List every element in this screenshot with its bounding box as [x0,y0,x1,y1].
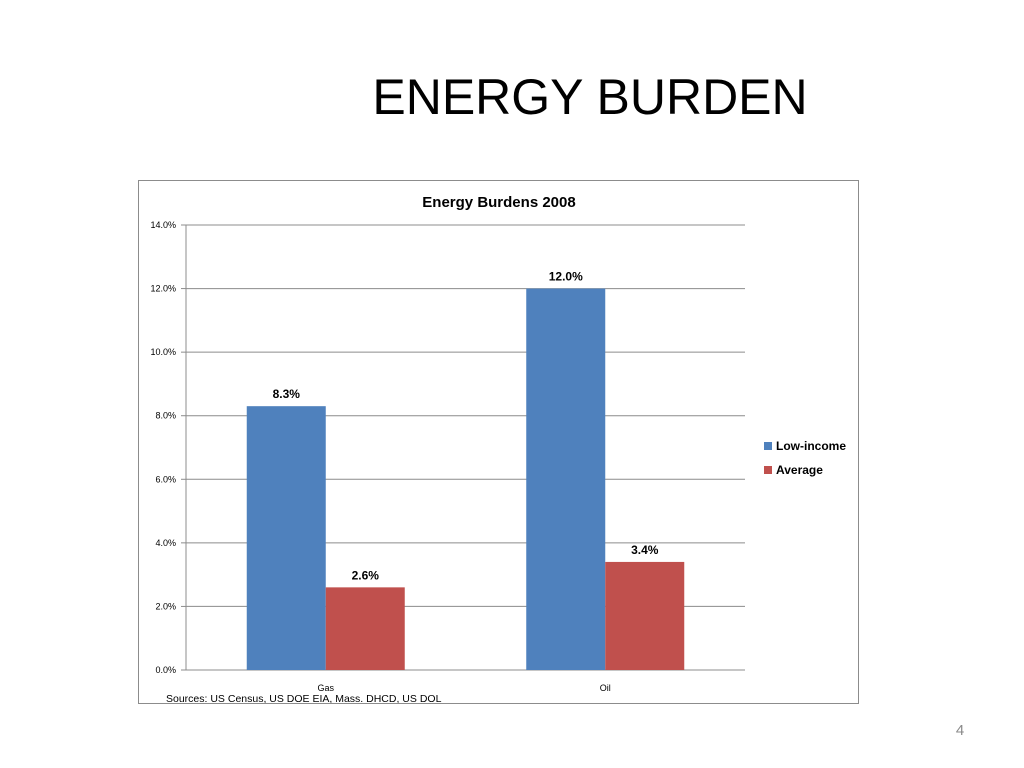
data-label: 3.4% [631,543,659,557]
slide-title: ENERGY BURDEN [372,69,808,125]
chart-frame: Energy Burdens 2008 0.0% 2.0% 4.0% 6.0% 8.0%… [138,180,859,704]
bars [246,288,685,670]
y-tick-label: 8.0% [155,411,176,421]
y-tick-label: 4.0% [155,538,176,548]
data-labels: 8.3% 2.6% 12.0% 3.4% [273,270,659,583]
y-tick-label: 14.0% [150,220,176,230]
x-axis-ticks: Gas Oil [317,683,610,693]
source-note: Sources: US Census, US DOE EIA, Mass. DH… [166,693,442,703]
legend-swatch [764,442,772,450]
data-label: 12.0% [549,270,583,284]
legend-label: Average [776,463,823,477]
legend: Low-income Average [764,439,846,477]
x-tick-label: Oil [600,683,611,693]
y-tick-label: 0.0% [155,665,176,675]
bar-low-income-oil [526,288,606,670]
data-label: 8.3% [273,387,301,401]
bar-average-gas [325,587,405,670]
data-label: 2.6% [352,568,380,582]
page-number: 4 [955,722,965,739]
y-tick-label: 2.0% [155,601,176,611]
y-axis-ticks: 0.0% 2.0% 4.0% 6.0% 8.0% 10.0% 12.0% 14.0% [150,220,176,675]
y-tick-label: 10.0% [150,347,176,357]
y-tick-label: 12.0% [150,284,176,294]
legend-label: Low-income [776,439,846,453]
bar-low-income-gas [246,406,326,670]
chart-title: Energy Burdens 2008 [422,194,575,211]
energy-burden-chart: Energy Burdens 2008 0.0% 2.0% 4.0% 6.0% 8.0%… [150,194,846,703]
y-tick-label: 6.0% [155,474,176,484]
bar-average-oil [605,561,685,670]
legend-swatch [764,466,772,474]
x-tick-label: Gas [317,683,334,693]
